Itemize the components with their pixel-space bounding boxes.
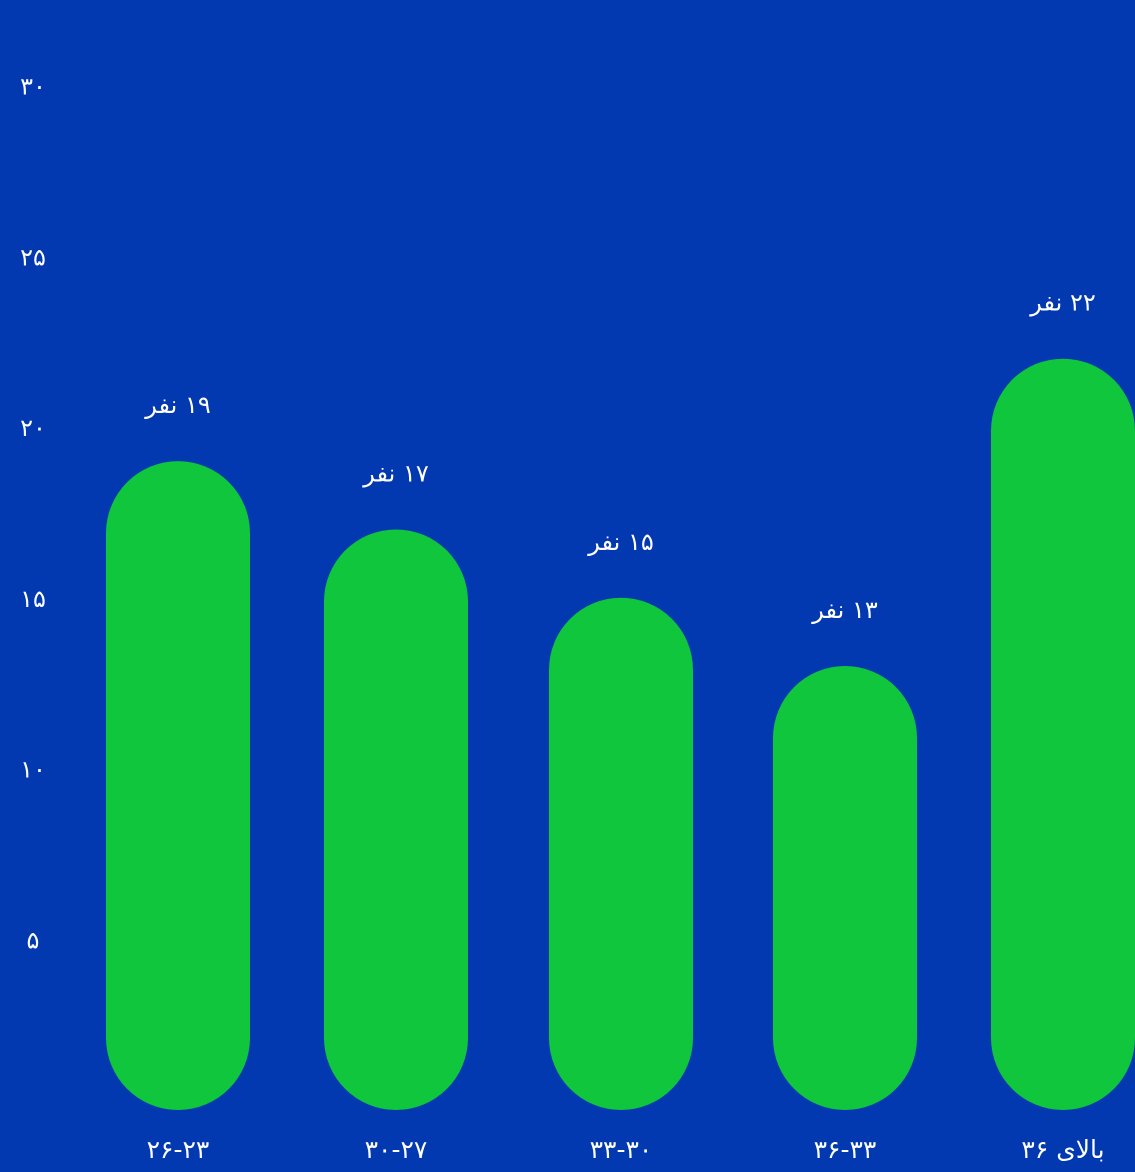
bar xyxy=(106,461,250,1110)
y-tick-label: ۱۰ xyxy=(20,756,46,784)
y-tick-label: ۲۵ xyxy=(20,243,46,271)
x-category-label: ۳۶-۳۳ xyxy=(814,1135,877,1164)
bar-value-label: ۱۷ نفر xyxy=(362,459,429,487)
bar xyxy=(773,666,917,1110)
bar-value-label: ۱۹ نفر xyxy=(144,391,210,419)
bar-value-label: ۱۳ نفر xyxy=(811,596,878,624)
bar xyxy=(991,358,1135,1110)
y-tick-label: ۵ xyxy=(27,926,40,954)
y-tick-label: ۲۰ xyxy=(20,414,46,442)
x-category-label: ۳۳-۳۰ xyxy=(590,1135,653,1164)
bar xyxy=(549,597,693,1110)
bar-value-label: ۱۵ نفر xyxy=(587,528,653,556)
bar-value-label: ۲۲ نفر xyxy=(1029,289,1095,317)
y-tick-label: ۱۵ xyxy=(20,585,46,613)
x-category-label: بالای ۳۶ xyxy=(1021,1135,1104,1164)
x-category-label: ۲۶-۲۳ xyxy=(147,1135,210,1164)
y-axis-tick-labels: ۵۱۰۱۵۲۰۲۵۳۰۳۵ xyxy=(20,73,46,955)
bars xyxy=(106,358,1135,1110)
x-axis-category-labels: ۲۶-۲۳ ۳۰-۲۷ ۳۳-۳۰ ۳۶-۳۳ بالای ۳۶ xyxy=(147,1135,1105,1164)
x-category-label: ۳۰-۲۷ xyxy=(365,1135,428,1164)
data-labels: ۱۹ نفر ۱۷ نفر ۱۵ نفر ۱۳ نفر ۲۲ نفر xyxy=(144,289,1095,624)
bar xyxy=(324,529,468,1110)
y-tick-label: ۳۰ xyxy=(20,73,46,101)
